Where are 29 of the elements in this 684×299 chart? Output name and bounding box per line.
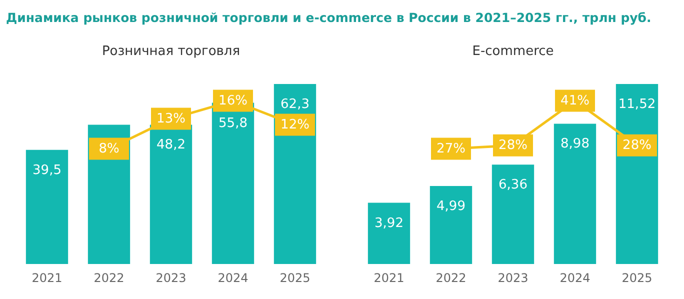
data-label: 39,5 [32, 162, 62, 178]
data-label: 48,2 [156, 138, 186, 153]
x-tick-label: 2025 [622, 271, 652, 285]
x-tick-label: 2024 [560, 271, 590, 285]
bar [26, 150, 68, 264]
x-tick-label: 2025 [280, 271, 310, 285]
data-label: 6,36 [498, 178, 528, 193]
x-tick-label: 2022 [436, 271, 466, 285]
chart-subtitle: Розничная торговля [102, 44, 240, 59]
x-tick-label: 2023 [498, 271, 528, 285]
bar [554, 124, 596, 264]
x-tick-label: 2021 [32, 271, 62, 285]
x-tick-label: 2024 [218, 271, 248, 285]
x-tick-label: 2021 [374, 271, 404, 285]
data-label: 55,8 [218, 116, 248, 131]
data-label: 4,99 [436, 199, 466, 214]
bar [430, 186, 472, 264]
chart-title: Динамика рынков розничной торговли и e-commerce в России в 2021–2025 гг., трлн руб. [5, 9, 652, 27]
data-label: 3,92 [374, 216, 404, 231]
bar [492, 164, 534, 264]
data-label: 8,98 [560, 136, 590, 152]
x-tick-label: 2022 [94, 271, 124, 285]
bar [150, 124, 192, 264]
data-label: 62,3 [280, 97, 310, 112]
x-tick-label: 2023 [156, 271, 186, 285]
bar [616, 84, 658, 264]
chart-title: E-commerce [472, 44, 554, 59]
data-label: 11,52 [618, 97, 656, 112]
bar [368, 202, 410, 264]
